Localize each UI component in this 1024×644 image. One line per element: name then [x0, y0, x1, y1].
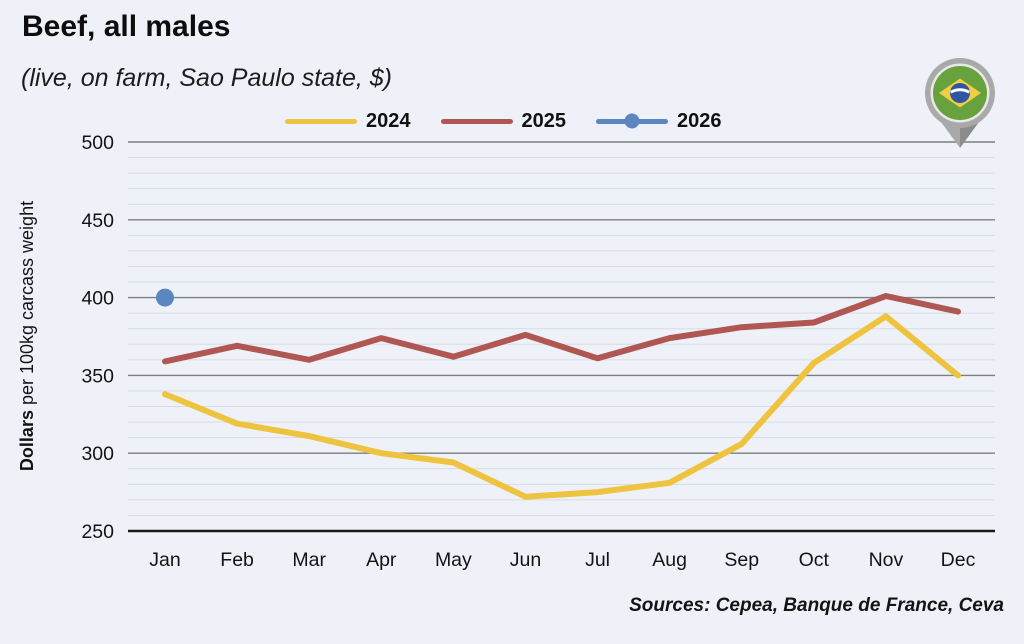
legend-marker-dot-icon	[624, 113, 640, 129]
legend-label: 2025	[521, 109, 567, 132]
legend-item-2025: 2025	[440, 109, 567, 133]
chart-subtitle: (live, on farm, Sao Paulo state, $)	[21, 64, 393, 92]
data-point-2026	[156, 288, 174, 307]
chart-title: Beef, all males	[22, 10, 231, 43]
x-tick-label: Apr	[366, 549, 397, 571]
x-tick-label: Sep	[724, 549, 759, 571]
legend-item-2024: 2024	[285, 110, 411, 133]
legend-label: 2026	[677, 109, 722, 132]
x-tick-label: Feb	[220, 549, 254, 571]
x-tick-label: Nov	[869, 549, 904, 571]
series-line-2024	[162, 313, 961, 500]
x-tick-label: May	[435, 549, 472, 571]
flag-white-band	[949, 88, 971, 94]
x-tick-label: Jun	[510, 549, 541, 571]
legend-line-swatch	[596, 113, 668, 129]
x-tick-label: Oct	[799, 549, 830, 571]
y-tick-label: 400	[81, 288, 114, 310]
x-tick-label: Jul	[585, 549, 610, 571]
y-axis-title: Dollars per 100kg carcass weight	[17, 201, 37, 471]
legend-line-swatch	[440, 118, 513, 124]
x-tick-label: Dec	[941, 549, 976, 571]
legend-label: 2024	[366, 109, 411, 132]
brazil-flag-pin-icon	[925, 58, 995, 148]
series-line-2025	[162, 293, 961, 365]
legend: 2024 2025 2026	[285, 108, 722, 134]
sources-credit: Sources: Cepea, Banque de France, Ceva	[629, 595, 1004, 616]
y-tick-label: 300	[81, 443, 114, 465]
y-tick-label: 250	[81, 521, 114, 543]
x-tick-label: Mar	[292, 549, 326, 571]
y-tick-label: 450	[81, 210, 114, 232]
y-tick-label: 500	[81, 132, 114, 154]
legend-line-swatch	[285, 118, 357, 124]
flag-blue-globe	[950, 83, 970, 103]
y-tick-label: 350	[81, 365, 114, 387]
legend-item-2026: 2026	[596, 110, 722, 133]
x-tick-label: Jan	[149, 549, 180, 571]
x-tick-label: Aug	[652, 549, 687, 571]
